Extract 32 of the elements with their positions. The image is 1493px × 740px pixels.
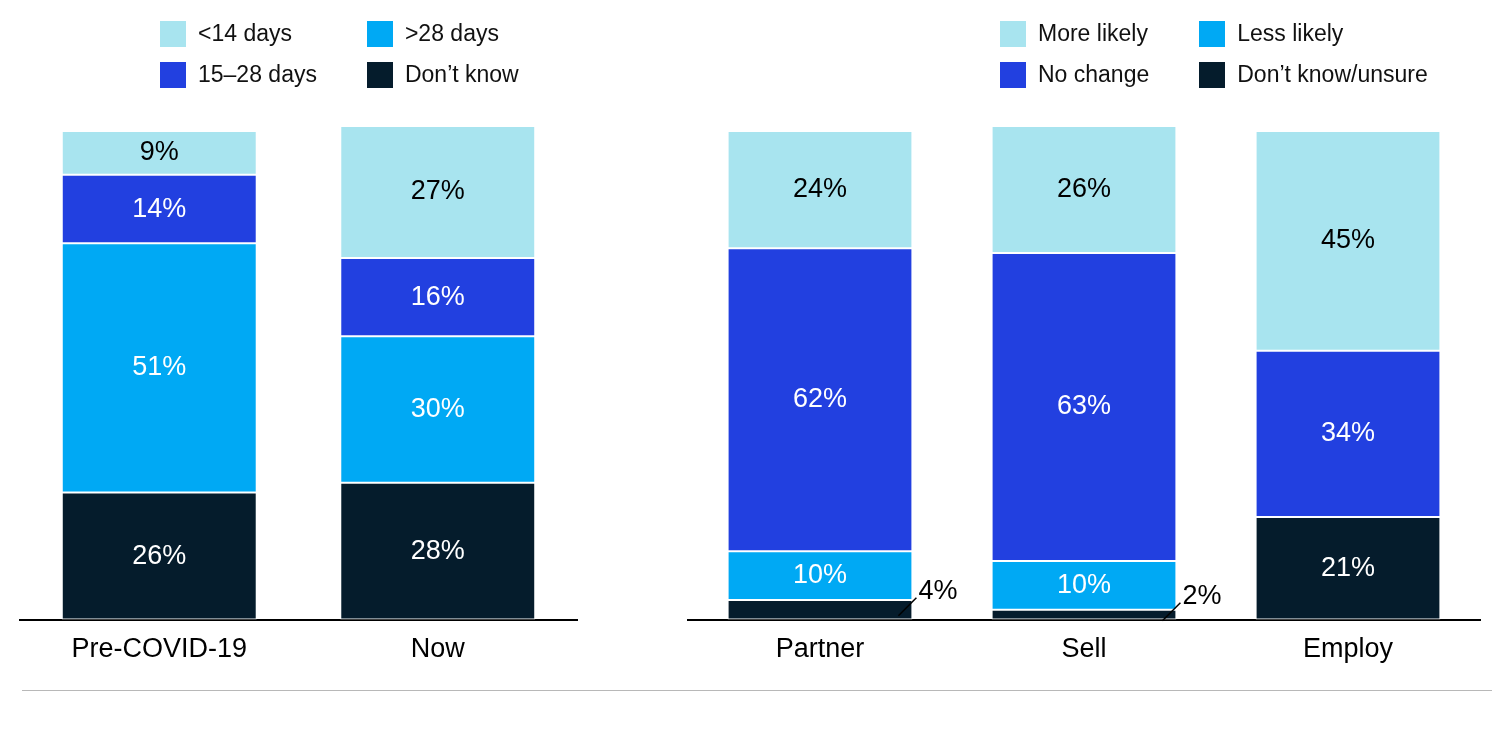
- legend-label: No change: [1037, 61, 1150, 88]
- legend-label: <14 days: [197, 20, 293, 47]
- data-label: 21%: [1320, 551, 1376, 582]
- data-label: 10%: [792, 559, 848, 590]
- data-label: 62%: [792, 383, 848, 414]
- data-label: 9%: [139, 136, 179, 167]
- data-label: 26%: [132, 539, 187, 570]
- legend-label: Don’t know: [403, 61, 519, 88]
- x-tick-label: Pre-COVID-19: [71, 633, 248, 664]
- data-label: 30%: [410, 392, 465, 423]
- legend-label: Less likely: [1236, 20, 1345, 47]
- x-tick-label: Sell: [1061, 633, 1107, 664]
- data-label: 24%: [792, 172, 848, 203]
- legend-label: 15–28 days: [197, 61, 317, 88]
- legend-label: >28 days: [403, 20, 500, 47]
- data-label: 27%: [410, 175, 465, 206]
- x-tick-label: Partner: [775, 633, 865, 664]
- data-label: 26%: [1056, 172, 1112, 203]
- data-label: 10%: [1056, 568, 1112, 599]
- x-tick-label: Employ: [1302, 633, 1394, 664]
- data-label: 63%: [1056, 390, 1112, 421]
- data-label: 28%: [410, 534, 465, 565]
- legend-label: More likely: [1037, 20, 1149, 47]
- data-label: 45%: [1320, 224, 1376, 255]
- data-label: 14%: [132, 192, 187, 223]
- data-label: 4%: [918, 575, 958, 606]
- data-label: 34%: [1320, 417, 1376, 448]
- legend-label: Don’t know/unsure: [1236, 61, 1428, 88]
- data-label: 2%: [1182, 580, 1222, 611]
- x-tick-label: Now: [410, 633, 466, 664]
- data-label: 51%: [132, 351, 187, 382]
- data-label: 16%: [410, 280, 465, 311]
